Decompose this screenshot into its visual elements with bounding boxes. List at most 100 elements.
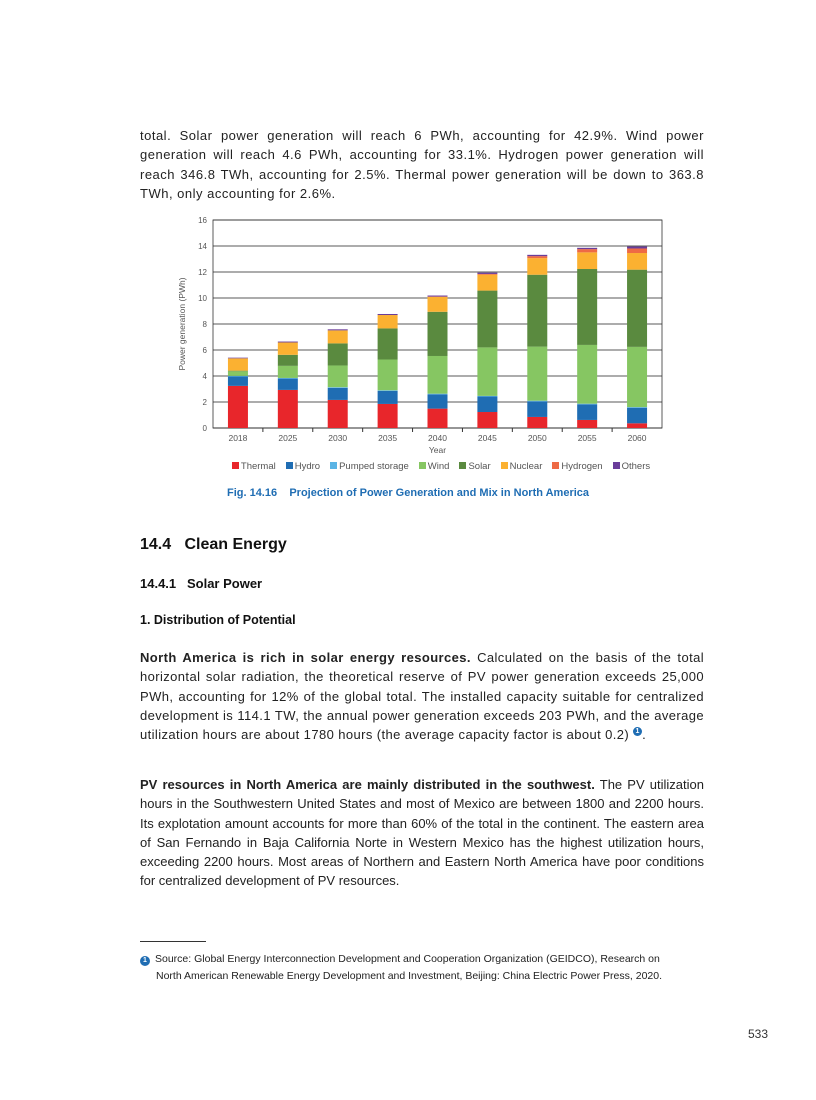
- bar-segment-others: [377, 313, 398, 316]
- subsubsection-title: 1. Distribution of Potential: [140, 613, 296, 627]
- bar-segment-hydrogen: [527, 256, 548, 259]
- legend-label: Thermal: [240, 461, 276, 472]
- bar-segment-solar: [627, 269, 648, 347]
- legend-swatch: [500, 462, 508, 469]
- bar-segment-pumped-storage: [377, 390, 398, 391]
- potential-lead: North America is rich in solar energy re…: [140, 650, 471, 665]
- legend-swatch: [459, 462, 467, 469]
- bar-segment-thermal: [227, 385, 248, 428]
- bar-segment-hydro: [377, 390, 398, 404]
- legend-item: Thermal: [231, 461, 276, 472]
- footnote: 1 Source: Global Energy Interconnection D…: [140, 951, 710, 985]
- footnote-line-1: Source: Global Energy Interconnection De…: [155, 953, 660, 965]
- legend-label: Wind: [427, 461, 450, 472]
- footnote-marker[interactable]: 1: [633, 727, 643, 737]
- subsection-title: 14.4.1 Solar Power: [140, 576, 263, 591]
- x-tick-label: 2055: [578, 433, 597, 443]
- legend-label: Nuclear: [509, 461, 543, 472]
- bar-segment-thermal: [577, 419, 598, 428]
- bar-segment-hydrogen: [477, 273, 498, 275]
- pv-text: The PV utilization hours in the Southwes…: [140, 777, 704, 889]
- bar-segment-pumped-storage: [577, 403, 598, 405]
- legend-swatch: [612, 462, 620, 469]
- bar-segment-wind: [627, 346, 648, 408]
- bar-segment-pumped-storage: [477, 395, 498, 397]
- x-tick-label: 2030: [328, 433, 347, 443]
- bar-segment-pumped-storage: [277, 377, 298, 379]
- y-tick-label: 8: [203, 320, 208, 329]
- legend-label: Solar: [468, 461, 491, 472]
- bar-segment-pumped-storage: [527, 400, 548, 402]
- y-tick-label: 4: [203, 372, 208, 381]
- y-tick-label: 14: [198, 242, 207, 251]
- y-tick-label: 0: [203, 424, 208, 433]
- bar-segment-nuclear: [477, 274, 498, 291]
- bar-segment-others: [627, 246, 648, 249]
- bar-segment-thermal: [277, 389, 298, 428]
- legend-item: Others: [612, 461, 651, 472]
- bar-segment-pumped-storage: [427, 393, 448, 395]
- bar-segment-nuclear: [227, 358, 248, 371]
- bar-segment-nuclear: [427, 296, 448, 312]
- potential-paragraph: North America is rich in solar energy re…: [140, 648, 704, 744]
- legend-swatch: [552, 462, 560, 469]
- legend-swatch: [330, 462, 338, 469]
- legend-item: Hydro: [285, 461, 320, 472]
- pv-paragraph: PV resources in North America are mainly…: [140, 775, 704, 891]
- legend-swatch: [285, 462, 293, 469]
- bar-segment-thermal: [327, 399, 348, 428]
- bar-segment-pumped-storage: [327, 387, 348, 388]
- bar-segment-wind: [327, 365, 348, 388]
- y-tick-label: 10: [198, 294, 207, 303]
- bar-segment-nuclear: [377, 315, 398, 329]
- footnote-number: 1: [140, 956, 150, 966]
- legend-label: Others: [621, 461, 651, 472]
- figure-caption: Fig. 14.16 Projection of Power Generatio…: [226, 487, 590, 499]
- x-tick-label: 2035: [378, 433, 397, 443]
- bar-segment-others: [427, 295, 448, 297]
- bar-segment-thermal: [527, 416, 548, 428]
- legend-item: Solar: [459, 461, 491, 472]
- bar-segment-wind: [227, 371, 248, 376]
- x-tick-label: 2025: [278, 433, 297, 443]
- x-axis-label: Year: [429, 445, 446, 455]
- bar-segment-nuclear: [577, 252, 598, 270]
- bar-segment-solar: [227, 370, 248, 372]
- bar-segment-solar: [577, 269, 598, 345]
- y-axis-label: Power generation (PWh): [177, 277, 187, 370]
- bar-segment-nuclear: [527, 258, 548, 275]
- legend-item: Hydrogen: [552, 461, 603, 472]
- chart-legend: Thermal Hydro Pumped storage Wind Solar Nucle…: [0, 461, 816, 472]
- bar-segment-hydro: [427, 394, 448, 409]
- bar-segment-hydro: [627, 407, 648, 424]
- bar-segment-others: [277, 341, 298, 343]
- bar-segment-solar: [327, 343, 348, 366]
- bar-segment-hydro: [477, 396, 498, 413]
- bar-segment-wind: [477, 347, 498, 396]
- page-number: 533: [748, 1027, 769, 1041]
- bar-segment-wind: [577, 344, 598, 404]
- bar-segment-others: [227, 357, 248, 359]
- bar-segment-solar: [377, 328, 398, 360]
- bar-segment-hydrogen: [627, 248, 648, 254]
- bar-segment-thermal: [377, 403, 398, 428]
- y-tick-label: 16: [198, 216, 207, 225]
- bar-segment-hydro: [327, 387, 348, 400]
- y-tick-label: 6: [203, 346, 208, 355]
- bar-segment-solar: [427, 311, 448, 356]
- bar-segment-wind: [277, 365, 298, 378]
- bar-segment-wind: [377, 359, 398, 391]
- bar-segment-hydro: [277, 378, 298, 390]
- bar-segment-hydrogen: [577, 249, 598, 253]
- bar-segment-nuclear: [627, 253, 648, 270]
- y-tick-label: 2: [203, 398, 208, 407]
- intro-paragraph: total. Solar power generation will reach…: [140, 126, 704, 203]
- bar-segment-solar: [277, 354, 298, 366]
- bar-segment-others: [527, 254, 548, 257]
- x-tick-label: 2060: [628, 433, 647, 443]
- section-title: 14.4 Clean Energy: [140, 536, 287, 553]
- bar-segment-others: [577, 247, 598, 250]
- x-tick-label: 2040: [428, 433, 447, 443]
- legend-item: Pumped storage: [330, 461, 409, 472]
- legend-swatch: [418, 462, 426, 469]
